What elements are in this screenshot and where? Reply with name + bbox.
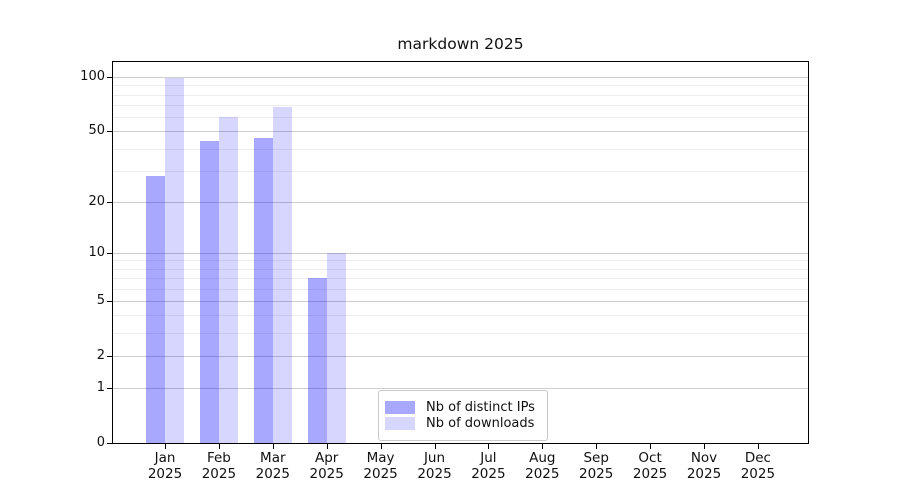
gridline-major bbox=[113, 201, 808, 203]
bar-downloads-1 bbox=[218, 116, 238, 443]
chart-title: markdown 2025 bbox=[397, 35, 524, 53]
bar-distinct-ips-0 bbox=[146, 175, 165, 443]
x-tick-label: Jul 2025 bbox=[471, 450, 506, 482]
x-tick-label: Mar 2025 bbox=[255, 450, 290, 482]
gridline-minor bbox=[113, 260, 808, 262]
legend-swatch-distinct-ips bbox=[385, 401, 415, 414]
gridline-minor bbox=[113, 170, 808, 172]
legend: Nb of distinct IPs Nb of downloads bbox=[378, 390, 548, 441]
gridline-major bbox=[113, 252, 808, 254]
gridline-major bbox=[113, 388, 808, 390]
gridline-major bbox=[113, 77, 808, 78]
y-tick-label: 0 bbox=[96, 435, 105, 450]
gridline-minor bbox=[113, 288, 808, 290]
legend-label-distinct-ips: Nb of distinct IPs bbox=[426, 400, 535, 415]
y-tick bbox=[107, 388, 112, 390]
y-tick bbox=[107, 300, 112, 302]
x-tick-label: Jun 2025 bbox=[417, 450, 452, 482]
x-tick bbox=[326, 444, 328, 449]
legend-label-downloads: Nb of downloads bbox=[426, 416, 535, 431]
x-tick bbox=[218, 444, 220, 449]
gridline-minor bbox=[113, 116, 808, 118]
gridline-minor bbox=[113, 268, 808, 270]
y-tick bbox=[107, 443, 112, 444]
bar-downloads-3 bbox=[326, 252, 346, 443]
bar-downloads-2 bbox=[272, 107, 292, 443]
x-tick bbox=[596, 444, 598, 449]
x-tick-label: Sep 2025 bbox=[579, 450, 614, 482]
y-tick bbox=[107, 252, 112, 254]
gridline-minor bbox=[113, 104, 808, 106]
y-tick-label: 20 bbox=[88, 193, 105, 209]
y-tick-label: 10 bbox=[88, 244, 105, 260]
gridline-minor bbox=[113, 85, 808, 87]
y-tick bbox=[107, 131, 112, 133]
y-tick bbox=[107, 355, 112, 357]
x-tick-label: Apr 2025 bbox=[309, 450, 344, 482]
x-tick-label: Dec 2025 bbox=[740, 450, 776, 482]
y-tick-label: 1 bbox=[96, 380, 105, 396]
x-tick bbox=[165, 444, 166, 449]
gridline-minor bbox=[113, 278, 808, 280]
x-tick bbox=[272, 444, 274, 449]
x-tick-label: May 2025 bbox=[363, 450, 398, 482]
bar-distinct-ips-1 bbox=[199, 141, 219, 443]
gridline-minor bbox=[113, 315, 808, 317]
gridline-minor bbox=[113, 148, 808, 150]
y-tick-label: 50 bbox=[88, 123, 105, 139]
x-tick-label: Oct 2025 bbox=[632, 450, 668, 482]
x-tick-label: Aug 2025 bbox=[525, 450, 560, 482]
y-tick-label: 2 bbox=[96, 347, 105, 363]
x-tick bbox=[434, 444, 436, 449]
x-tick bbox=[757, 444, 759, 449]
x-tick bbox=[488, 444, 490, 449]
gridline-major bbox=[113, 355, 808, 357]
y-tick-label: 100 bbox=[80, 69, 105, 84]
gridline-minor bbox=[113, 94, 808, 96]
x-tick-label: Jan 2025 bbox=[147, 450, 183, 482]
legend-swatch-downloads bbox=[385, 417, 415, 430]
x-tick bbox=[704, 444, 705, 449]
legend-item-distinct-ips: Nb of distinct IPs bbox=[385, 401, 547, 414]
gridline-major bbox=[113, 300, 808, 302]
x-tick-label: Nov 2025 bbox=[686, 450, 722, 482]
y-tick bbox=[107, 201, 112, 203]
plot-area bbox=[112, 61, 809, 444]
bar-distinct-ips-3 bbox=[307, 278, 327, 443]
y-tick bbox=[107, 77, 112, 78]
bar-distinct-ips-2 bbox=[253, 137, 273, 443]
gridline-major bbox=[113, 131, 808, 133]
y-tick-label: 5 bbox=[96, 292, 105, 308]
gridline-minor bbox=[113, 333, 808, 335]
bar-downloads-0 bbox=[165, 77, 184, 443]
x-tick-label: Feb 2025 bbox=[201, 450, 237, 482]
x-tick bbox=[380, 444, 382, 449]
legend-item-downloads: Nb of downloads bbox=[385, 417, 547, 430]
x-tick bbox=[650, 444, 652, 449]
x-tick bbox=[542, 444, 544, 449]
